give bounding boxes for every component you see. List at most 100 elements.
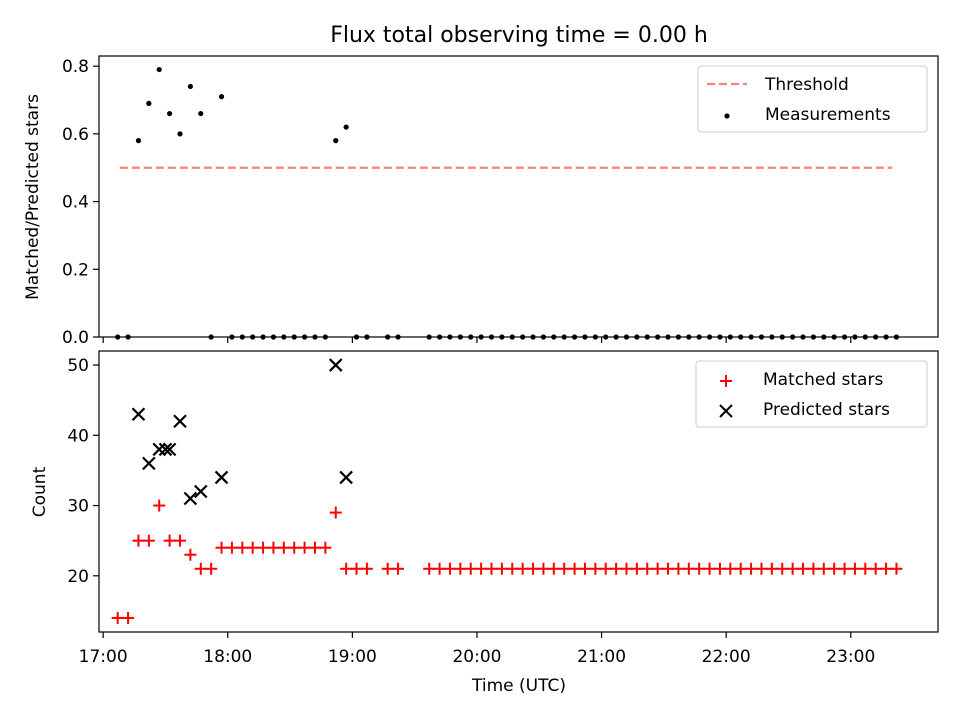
bottom-ytick-label: 50 (67, 356, 89, 376)
matched-star-point (194, 562, 207, 575)
matched-star-point (350, 562, 363, 575)
matched-star-point (236, 541, 249, 554)
measurement-point (156, 66, 162, 73)
matched-star-point (464, 562, 477, 575)
legend-predicted-label: Predicted stars (763, 400, 890, 420)
matched-star-point (173, 534, 186, 547)
matched-star-point (651, 562, 664, 575)
matched-star-point (340, 562, 353, 575)
matched-star-point (828, 562, 841, 575)
measurement-point (167, 110, 173, 117)
matched-star-point (786, 562, 799, 575)
matched-star-point (205, 562, 218, 575)
matched-star-point (329, 506, 342, 519)
matched-star-point (433, 562, 446, 575)
predicted-star-point (183, 491, 198, 506)
matched-star-point (392, 562, 405, 575)
matched-star-point (308, 541, 321, 554)
predicted-star-point (142, 456, 156, 471)
measurement-point (187, 83, 193, 90)
matched-star-point (257, 541, 270, 554)
matched-star-point (454, 562, 467, 575)
matched-star-point (807, 562, 820, 575)
predicted-star-point (162, 442, 177, 457)
bottom-xtick-label: 19:00 (328, 647, 377, 667)
legend-measurements-label: Measurements (765, 105, 891, 125)
matched-star-point (475, 562, 488, 575)
matched-star-point (620, 562, 633, 575)
matched-star-point (713, 562, 726, 575)
matched-star-point (547, 562, 560, 575)
matched-star-point (724, 562, 737, 575)
matched-star-point (838, 562, 851, 575)
bottom-plot-frame (98, 350, 939, 633)
matched-star-point (153, 499, 166, 512)
top-ytick-label: 0.4 (62, 193, 89, 213)
bottom-ytick-label: 40 (67, 426, 89, 446)
matched-star-point (568, 562, 581, 575)
top-ytick-label: 0.0 (62, 328, 89, 348)
top-ytick-label: 0.8 (62, 57, 89, 77)
bottom-legend: Matched stars Predicted stars (695, 360, 928, 428)
measurement-point (333, 138, 339, 144)
figure-title: Flux total observing time = 0.00 h (330, 23, 708, 48)
top-plot-frame (98, 55, 939, 338)
predicted-star-point (214, 470, 229, 485)
predicted-star-point (328, 358, 343, 372)
measurement-point (343, 124, 349, 130)
matched-star-point (298, 541, 311, 554)
matched-star-point (776, 562, 789, 575)
matched-star-point (122, 611, 135, 624)
predicted-star-point (173, 414, 187, 429)
matched-star-point (443, 562, 456, 575)
matched-star-point (111, 611, 124, 624)
bottom-ytick-label: 30 (67, 497, 89, 517)
predicted-star-point (193, 484, 208, 499)
matched-star-point (267, 541, 280, 554)
matched-star-point (142, 534, 155, 547)
matched-star-point (485, 562, 498, 575)
matched-star-point (527, 562, 540, 575)
matched-star-point (848, 562, 861, 575)
matched-star-point (319, 541, 332, 554)
top-panel: 0.00.20.40.60.8 Matched/Predicted stars … (23, 55, 939, 348)
matched-star-point (225, 541, 238, 554)
matched-star-point (506, 562, 519, 575)
matched-star-point (246, 541, 259, 554)
matched-star-point (132, 534, 145, 547)
matched-star-point (734, 562, 747, 575)
matched-star-point (558, 562, 571, 575)
bottom-xtick-label: 18:00 (203, 647, 252, 667)
predicted-star-point (152, 442, 167, 457)
predicted-star-point (158, 442, 173, 457)
measurement-point (218, 94, 225, 100)
x-axis-label: Time (UTC) (471, 676, 566, 696)
matched-star-point (610, 562, 623, 575)
matched-star-point (288, 541, 301, 554)
matched-star-point (693, 562, 706, 575)
top-legend-box (697, 65, 928, 133)
matched-star-point (277, 541, 290, 554)
matched-star-point (578, 562, 591, 575)
bottom-xtick-label: 22:00 (702, 647, 751, 667)
measurement-point (198, 110, 204, 117)
matched-star-point (630, 562, 643, 575)
matched-star-point (163, 534, 176, 547)
matched-star-point (215, 541, 228, 554)
matched-star-point (859, 562, 872, 575)
matched-star-point (184, 548, 197, 561)
matched-star-point (817, 562, 830, 575)
matched-star-point (869, 562, 882, 575)
measurement-point (135, 138, 142, 144)
predicted-star-point (339, 470, 353, 485)
matched-star-point (537, 562, 550, 575)
matched-star-point (880, 562, 893, 575)
matched-star-point (672, 562, 685, 575)
bottom-ytick-label: 20 (67, 567, 89, 587)
legend-matched-swatch (720, 375, 732, 387)
top-ylabel: Matched/Predicted stars (23, 94, 43, 300)
predicted-star-point (131, 407, 146, 422)
measurement-point (146, 100, 152, 106)
bottom-xtick-label: 21:00 (577, 647, 626, 667)
